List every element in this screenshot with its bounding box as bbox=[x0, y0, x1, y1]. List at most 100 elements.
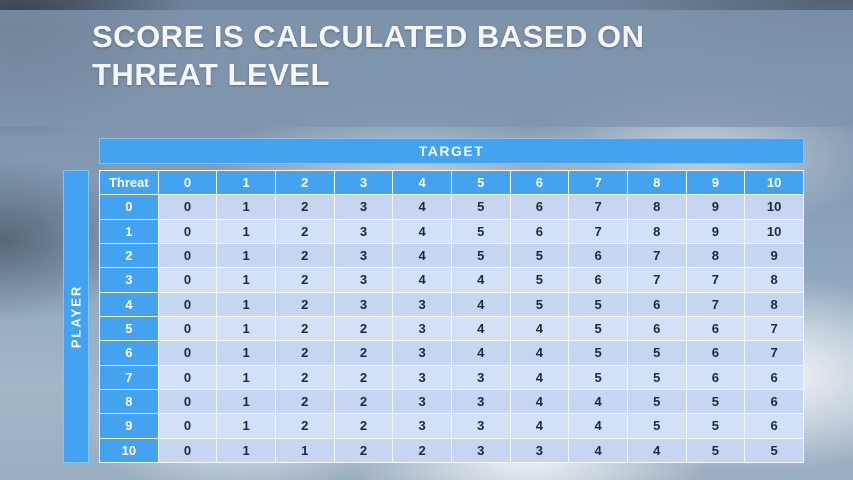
score-cell: 2 bbox=[333, 340, 394, 366]
row-header-cell: 5 bbox=[99, 315, 159, 342]
player-header-label: PLAYER bbox=[68, 284, 84, 349]
score-cell: 6 bbox=[509, 218, 570, 244]
score-cell: 3 bbox=[450, 364, 511, 390]
row-header-cell: 9 bbox=[99, 413, 159, 439]
score-cell: 3 bbox=[333, 194, 394, 220]
score-cell: 5 bbox=[685, 388, 746, 415]
score-cell: 0 bbox=[157, 242, 218, 269]
score-cell: 0 bbox=[157, 340, 218, 366]
target-header-label: TARGET bbox=[418, 143, 485, 159]
score-cell: 2 bbox=[274, 291, 335, 317]
score-cell: 2 bbox=[274, 242, 335, 269]
score-cell: 3 bbox=[333, 267, 394, 293]
score-cell: 6 bbox=[744, 413, 804, 439]
score-cell: 4 bbox=[450, 315, 511, 342]
column-header-cell: 9 bbox=[685, 169, 746, 196]
player-header: PLAYER bbox=[63, 170, 89, 463]
score-cell: 5 bbox=[450, 218, 511, 244]
score-cell: 3 bbox=[450, 388, 511, 415]
score-cell: 4 bbox=[568, 388, 628, 415]
score-cell: 1 bbox=[216, 364, 276, 390]
score-cell: 0 bbox=[157, 267, 218, 293]
score-cell: 0 bbox=[157, 437, 218, 464]
score-cell: 3 bbox=[509, 437, 570, 464]
score-cell: 0 bbox=[157, 315, 218, 342]
score-cell: 3 bbox=[450, 437, 511, 464]
score-cell: 1 bbox=[216, 388, 276, 415]
score-cell: 6 bbox=[509, 194, 570, 220]
column-header-cell: 6 bbox=[509, 169, 570, 196]
row-header-cell: 10 bbox=[99, 437, 159, 464]
score-cell: 9 bbox=[685, 194, 746, 220]
column-header-cell: 4 bbox=[392, 169, 452, 196]
score-cell: 6 bbox=[685, 315, 746, 342]
score-cell: 6 bbox=[744, 364, 804, 390]
row-header-cell: 4 bbox=[99, 291, 159, 317]
row-header-cell: 0 bbox=[99, 194, 159, 220]
score-cell: 4 bbox=[509, 413, 570, 439]
row-header-cell: 7 bbox=[99, 364, 159, 390]
score-cell: 4 bbox=[568, 413, 628, 439]
score-cell: 5 bbox=[568, 315, 628, 342]
column-header-cell: 7 bbox=[568, 169, 628, 196]
score-cell: 3 bbox=[392, 388, 452, 415]
score-cell: 2 bbox=[274, 194, 335, 220]
score-cell: 5 bbox=[509, 291, 570, 317]
score-cell: 1 bbox=[216, 267, 276, 293]
title-banner bbox=[0, 10, 853, 127]
score-cell: 5 bbox=[450, 194, 511, 220]
row-header-cell: 8 bbox=[99, 388, 159, 415]
score-cell: 7 bbox=[685, 291, 746, 317]
score-cell: 10 bbox=[744, 218, 804, 244]
score-cell: 7 bbox=[626, 242, 687, 269]
score-cell: 6 bbox=[626, 291, 687, 317]
score-cell: 6 bbox=[744, 388, 804, 415]
score-cell: 4 bbox=[509, 340, 570, 366]
column-header-row: Threat 0 1 2 3 4 5 6 7 8 9 10 bbox=[99, 169, 804, 196]
score-cell: 5 bbox=[568, 364, 628, 390]
score-cell: 2 bbox=[392, 437, 452, 464]
table-row: 0 0 1 2 3 4 5 6 7 8 9 10 bbox=[99, 194, 804, 220]
score-cell: 5 bbox=[626, 364, 687, 390]
score-cell: 3 bbox=[392, 364, 452, 390]
score-cell: 4 bbox=[509, 315, 570, 342]
column-header-cell: 1 bbox=[216, 169, 276, 196]
score-cell: 5 bbox=[509, 267, 570, 293]
score-cell: 2 bbox=[274, 388, 335, 415]
score-cell: 6 bbox=[685, 364, 746, 390]
column-header-cell: 10 bbox=[744, 169, 804, 196]
table-row: 1 0 1 2 3 4 5 6 7 8 9 10 bbox=[99, 218, 804, 244]
column-header-cell: 0 bbox=[157, 169, 218, 196]
score-cell: 2 bbox=[274, 267, 335, 293]
score-cell: 9 bbox=[685, 218, 746, 244]
score-cell: 2 bbox=[274, 315, 335, 342]
score-cell: 5 bbox=[509, 242, 570, 269]
score-cell: 7 bbox=[744, 340, 804, 366]
score-cell: 6 bbox=[568, 242, 628, 269]
score-cell: 5 bbox=[744, 437, 804, 464]
score-cell: 2 bbox=[333, 413, 394, 439]
score-cell: 5 bbox=[685, 413, 746, 439]
row-header-cell: 2 bbox=[99, 242, 159, 269]
score-cell: 8 bbox=[626, 218, 687, 244]
score-cell: 2 bbox=[274, 413, 335, 439]
score-cell: 1 bbox=[216, 413, 276, 439]
score-cell: 6 bbox=[568, 267, 628, 293]
score-cell: 4 bbox=[392, 218, 452, 244]
corner-header-cell: Threat bbox=[99, 169, 159, 196]
score-cell: 3 bbox=[333, 291, 394, 317]
score-cell: 4 bbox=[450, 291, 511, 317]
score-cell: 9 bbox=[744, 242, 804, 269]
score-cell: 2 bbox=[274, 364, 335, 390]
score-cell: 2 bbox=[274, 340, 335, 366]
score-cell: 5 bbox=[568, 291, 628, 317]
score-cell: 3 bbox=[392, 315, 452, 342]
score-cell: 6 bbox=[685, 340, 746, 366]
score-cell: 4 bbox=[450, 340, 511, 366]
score-cell: 6 bbox=[626, 315, 687, 342]
score-table: Threat 0 1 2 3 4 5 6 7 8 9 10 0 0 1 2 3 4 5 6 7 8 9 10 1 0 1 2 3 4 5 6 7… bbox=[99, 169, 804, 464]
